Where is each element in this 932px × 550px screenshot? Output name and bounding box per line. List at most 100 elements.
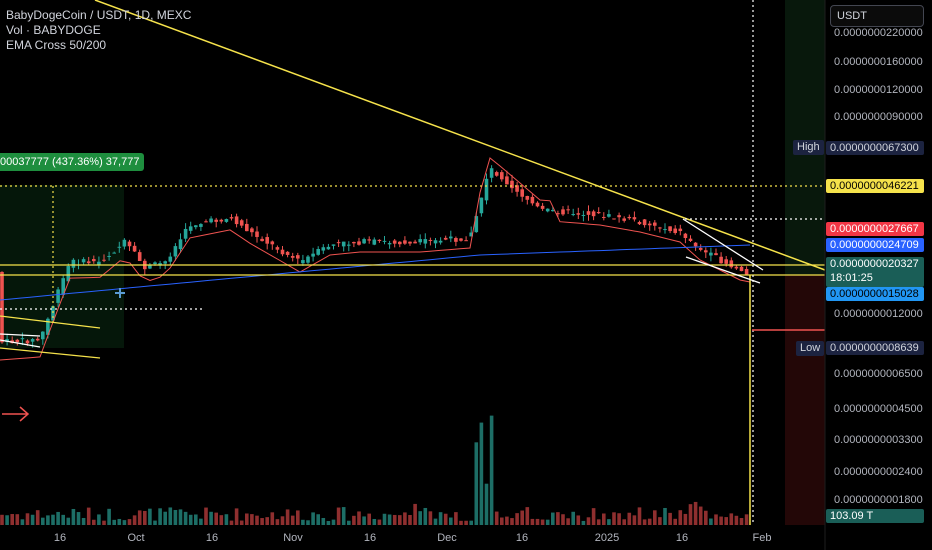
candle-body	[183, 228, 188, 239]
volume-bar	[607, 519, 611, 525]
volume-bar	[199, 518, 203, 525]
candle-body	[331, 244, 336, 246]
volume-bar	[81, 517, 86, 525]
candle-body	[188, 226, 193, 231]
volume-legend[interactable]: Vol · BABYDOGE	[6, 23, 101, 37]
candle-body	[428, 239, 433, 241]
candle-body	[602, 216, 606, 218]
volume-bar	[275, 519, 280, 525]
target-zone-green	[785, 0, 825, 275]
low-tag: Low	[796, 341, 825, 356]
candle-body	[704, 250, 708, 253]
y-tick: 0.0000000002400	[834, 466, 923, 478]
volume-bar	[418, 511, 422, 525]
candle-body	[168, 256, 173, 262]
currency-button[interactable]: USDT	[830, 5, 924, 27]
volume-bar	[556, 512, 560, 525]
volume-bar	[209, 511, 213, 525]
candle-body	[510, 180, 514, 189]
volume-bar	[341, 507, 346, 525]
volume-bar	[382, 513, 387, 525]
candle-body	[86, 261, 91, 264]
candle-body	[469, 232, 473, 237]
candle-body	[734, 266, 739, 269]
volume-bar	[41, 517, 45, 525]
volume-bars	[0, 415, 749, 525]
candle-body	[224, 219, 229, 222]
x-tick: Oct	[127, 532, 145, 544]
candle-body	[709, 252, 713, 256]
candle-body	[403, 240, 407, 244]
x-tick: 2025	[594, 532, 620, 544]
candle-body	[561, 209, 565, 215]
y-tick: 0.0000000120000	[834, 84, 923, 96]
volume-bar	[183, 511, 188, 525]
volume-bar	[551, 512, 555, 525]
volume-bar	[107, 508, 111, 525]
candle-body	[102, 259, 106, 261]
ema200-price-label: 0.0000000024709	[826, 238, 924, 252]
volume-bar	[321, 517, 326, 525]
volume-bar	[525, 507, 530, 525]
volume-bar	[617, 513, 621, 525]
candle-body	[352, 241, 356, 244]
candle-body	[61, 278, 65, 295]
volume-bar	[443, 513, 448, 525]
candle-body	[326, 246, 331, 250]
volume-bar	[688, 504, 693, 525]
candle-body	[714, 253, 718, 256]
falling-wedge-bottom	[685, 256, 761, 284]
candle-body	[535, 202, 540, 207]
candle-body	[367, 239, 371, 241]
volume-bar	[642, 519, 647, 525]
candle-body	[285, 251, 290, 255]
candle-body	[41, 331, 45, 340]
volume-bar	[489, 415, 494, 525]
candle-body	[545, 208, 550, 212]
ema-legend[interactable]: EMA Cross 50/200	[6, 38, 107, 52]
candle-body	[92, 259, 96, 262]
volume-bar	[239, 520, 244, 525]
candle-body	[321, 247, 326, 251]
candle-body	[622, 218, 626, 221]
candle-body	[500, 172, 504, 180]
candle-body	[617, 215, 621, 218]
candle-body	[362, 239, 366, 244]
ema-50-line	[0, 157, 751, 361]
x-tick: 16	[363, 532, 377, 544]
falling-wedge-top	[682, 218, 764, 271]
volume-bar	[112, 519, 116, 525]
candle-body	[0, 271, 4, 343]
ema50-price-label: 0.0000000027667	[826, 222, 924, 236]
volume-bar	[255, 515, 259, 525]
candle-body	[479, 197, 484, 214]
volume-bar	[92, 519, 96, 525]
candle-body	[607, 214, 611, 217]
candle-body	[484, 178, 489, 201]
volume-bar	[484, 483, 489, 525]
candle-body	[122, 239, 127, 247]
volume-bar	[479, 422, 484, 525]
volume-bar	[260, 518, 264, 525]
volume-bar	[51, 514, 55, 525]
symbol-title[interactable]: BabyDogeCoin / USDT, 1D, MEXC	[6, 8, 192, 22]
arrow-icon	[2, 406, 30, 422]
volume-bar	[336, 507, 341, 525]
measure-label: 00037777 (437.36%) 37,777	[0, 153, 145, 171]
volume-bar	[219, 515, 224, 525]
candle-body	[15, 339, 20, 343]
volume-bar	[137, 510, 142, 525]
candle-body	[194, 225, 198, 228]
volume-bar	[438, 512, 443, 525]
volume-bar	[86, 507, 91, 525]
candle-body	[515, 185, 519, 192]
volume-bar	[423, 507, 428, 525]
x-tick: 16	[675, 532, 689, 544]
volume-bar	[698, 506, 703, 525]
candle-body	[438, 240, 443, 243]
candle-body	[494, 172, 499, 176]
candle-body	[255, 231, 259, 237]
candle-body	[581, 214, 586, 216]
volume-bar	[693, 501, 698, 525]
